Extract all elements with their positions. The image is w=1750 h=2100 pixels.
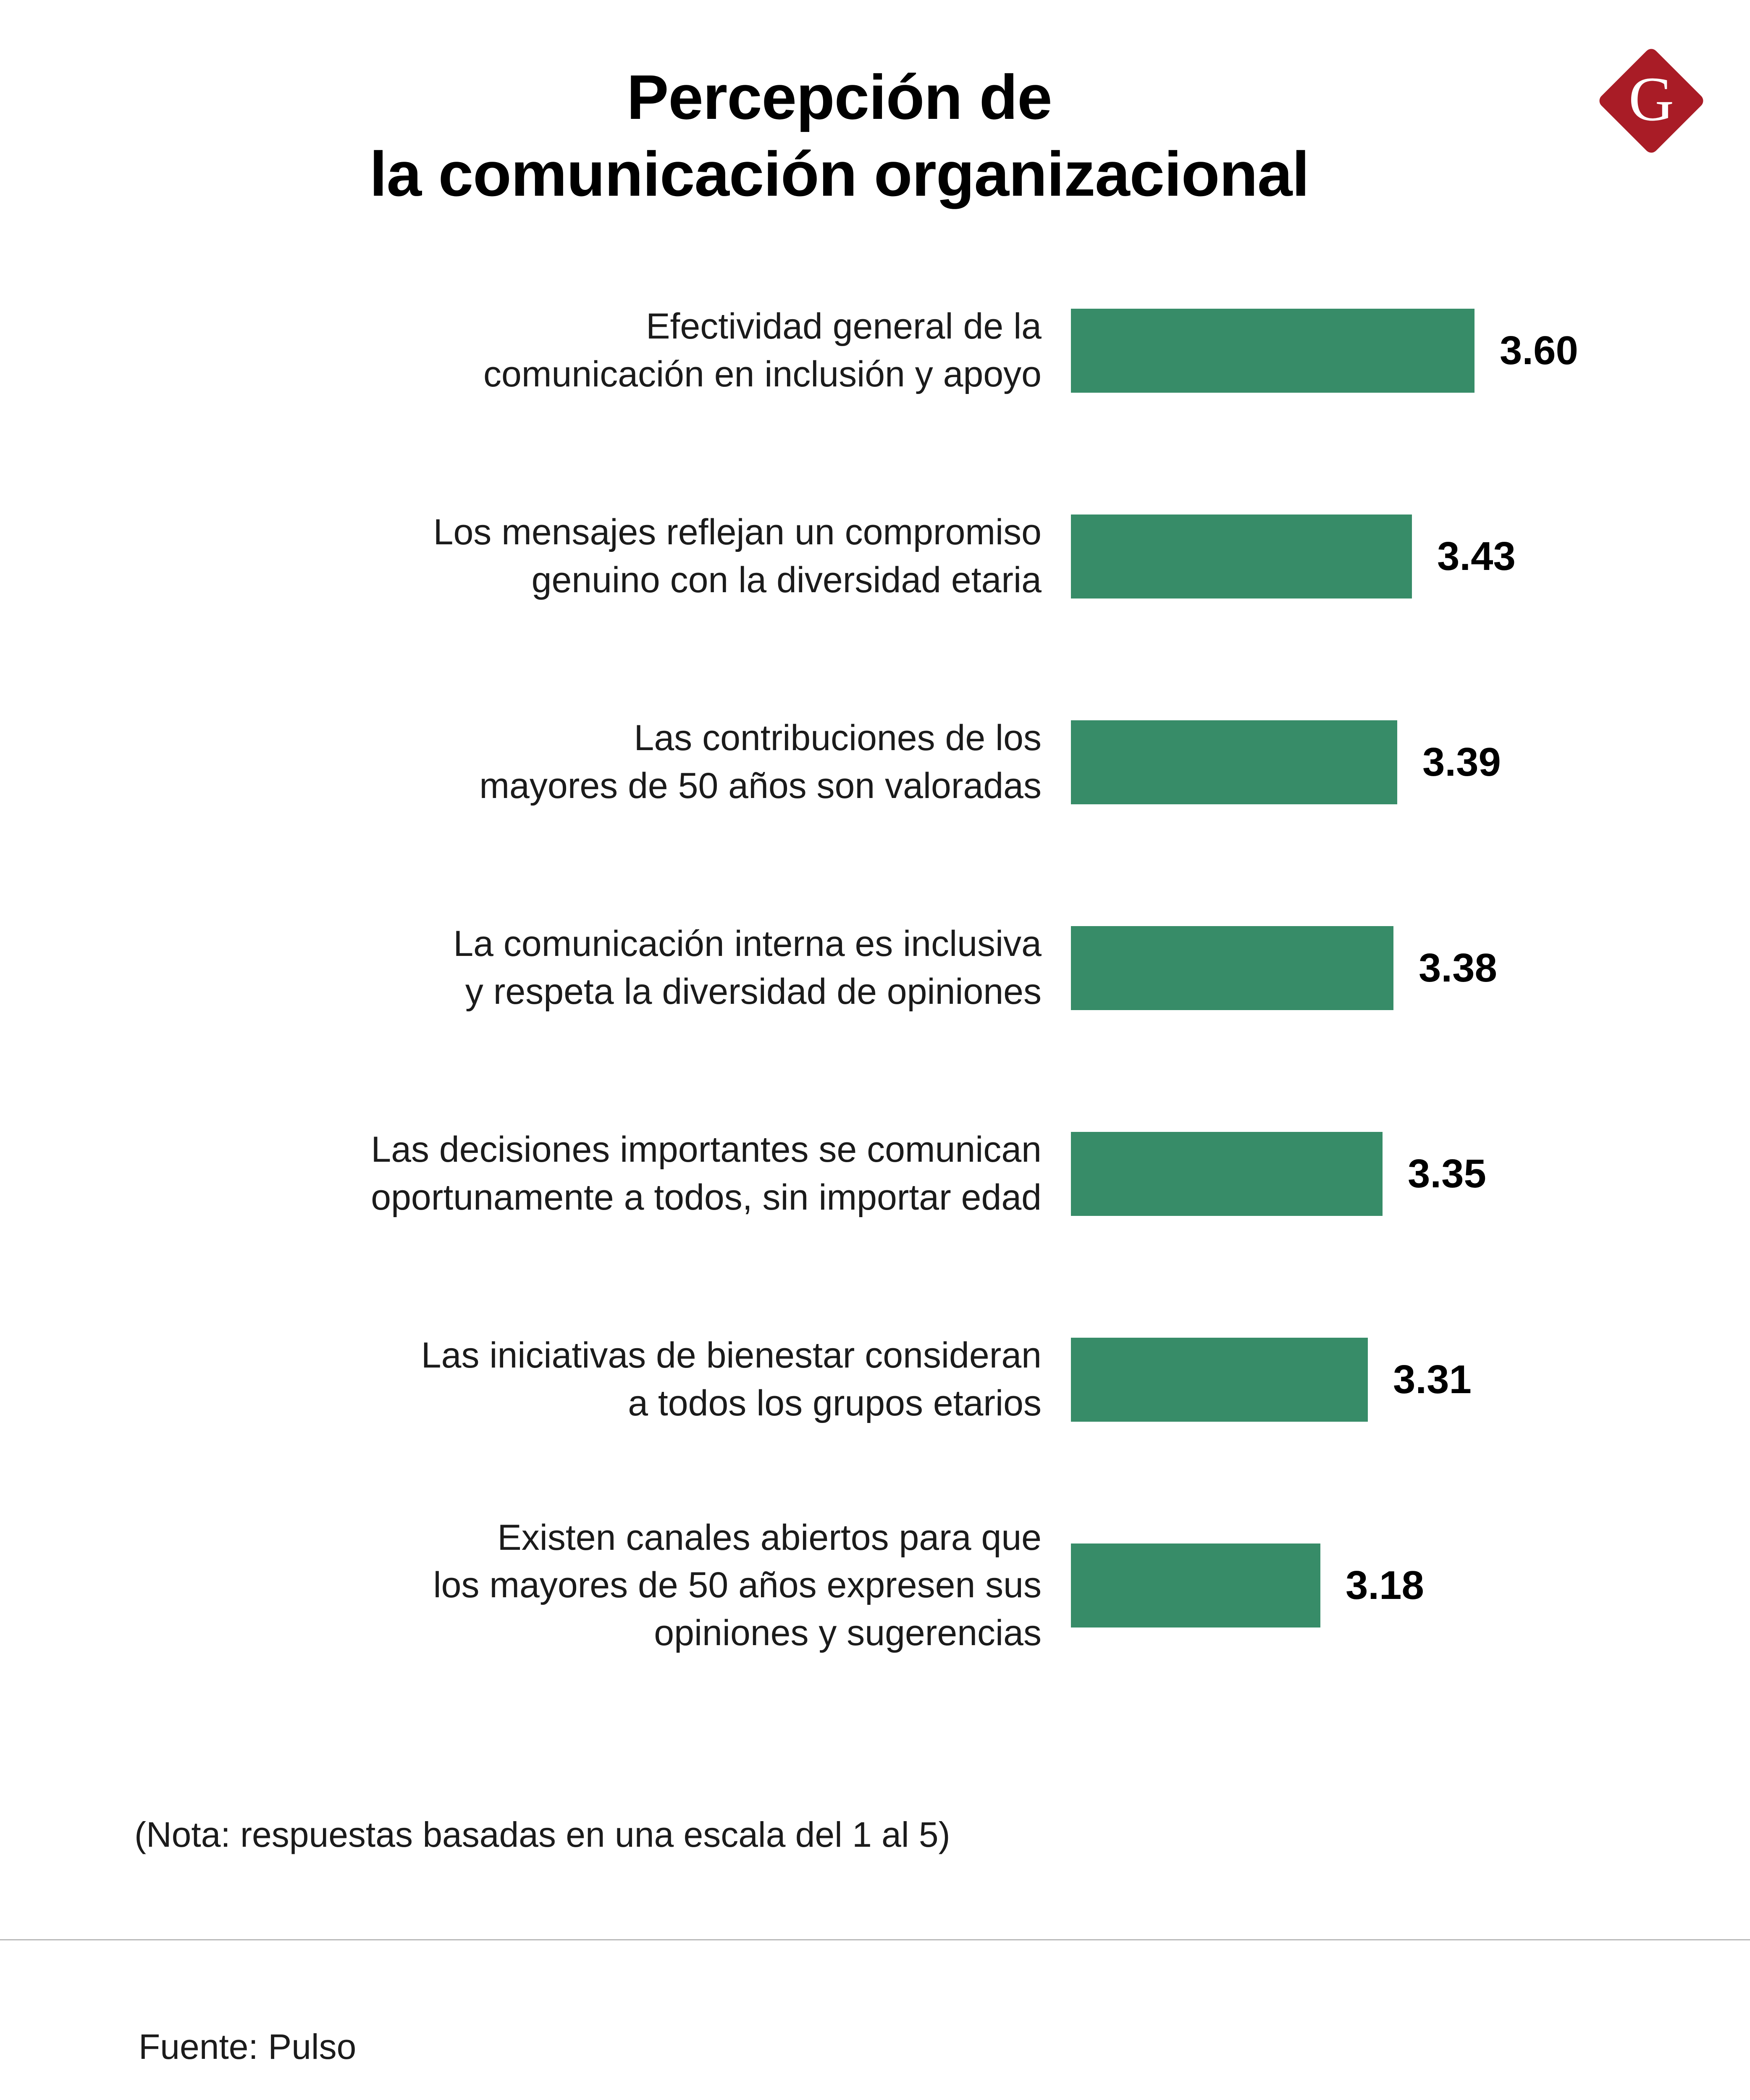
bar-category-line: comunicación en inclusión y apoyo bbox=[483, 354, 1042, 394]
bar-zone: 3.43 bbox=[1071, 454, 1695, 659]
bar-category-line: a todos los grupos etarios bbox=[628, 1383, 1042, 1423]
chart-row: Efectividad general de la comunicación en… bbox=[71, 248, 1695, 454]
bar-value-label: 3.18 bbox=[1346, 1563, 1424, 1608]
bar-category-line: Existen canales abiertos para que bbox=[497, 1517, 1042, 1558]
bar-category-label: Las iniciativas de bienestar consideran a… bbox=[71, 1332, 1071, 1427]
bar-category-label: Las contribuciones de los mayores de 50 a… bbox=[71, 714, 1071, 810]
bar-category-line: y respeta la diversidad de opiniones bbox=[465, 971, 1042, 1012]
chart-row: Las iniciativas de bienestar consideran a… bbox=[71, 1277, 1695, 1483]
bar-value-label: 3.60 bbox=[1500, 328, 1578, 373]
logo-letter: G bbox=[1628, 64, 1674, 134]
title-line-1: Percepción de bbox=[627, 62, 1052, 132]
bar-value-label: 3.35 bbox=[1408, 1151, 1486, 1196]
bar-value-label: 3.38 bbox=[1419, 945, 1497, 990]
bar bbox=[1071, 720, 1397, 804]
chart-note: (Nota: respuestas basadas en una escala … bbox=[134, 1815, 950, 1854]
bar-value-label: 3.39 bbox=[1422, 740, 1501, 785]
bar bbox=[1071, 514, 1412, 598]
bar-zone: 3.39 bbox=[1071, 659, 1695, 865]
bar-category-line: Efectividad general de la bbox=[646, 306, 1042, 347]
chart-row: Las contribuciones de los mayores de 50 a… bbox=[71, 659, 1695, 865]
bar-category-line: La comunicación interna es inclusiva bbox=[453, 924, 1042, 964]
bar-category-label: Efectividad general de la comunicación en… bbox=[71, 303, 1071, 398]
bar-category-line: Los mensajes reflejan un compromiso bbox=[433, 512, 1042, 553]
chart-row: Las decisiones importantes se comunican o… bbox=[71, 1071, 1695, 1277]
bar bbox=[1071, 309, 1475, 393]
chart-row: Existen canales abiertos para que los may… bbox=[71, 1483, 1695, 1688]
bar-category-label: Las decisiones importantes se comunican o… bbox=[71, 1126, 1071, 1221]
bar-zone: 3.35 bbox=[1071, 1071, 1695, 1277]
infographic-header: Percepción de la comunicación organizaci… bbox=[0, 0, 1750, 235]
title-line-2: la comunicación organizacional bbox=[369, 139, 1309, 209]
bar-zone: 3.31 bbox=[1071, 1277, 1695, 1483]
bar-category-label: Existen canales abiertos para que los may… bbox=[71, 1514, 1071, 1657]
bar-category-line: los mayores de 50 años expresen sus bbox=[433, 1565, 1042, 1606]
bar-category-line: genuino con la diversidad etaria bbox=[531, 560, 1042, 600]
bar-category-label: Los mensajes reflejan un compromiso genui… bbox=[71, 509, 1071, 604]
bar bbox=[1071, 1338, 1368, 1422]
bar-category-line: Las iniciativas de bienestar consideran bbox=[421, 1335, 1042, 1376]
source-label: Fuente: Pulso bbox=[139, 2027, 357, 2066]
chart-row: Los mensajes reflejan un compromiso genui… bbox=[71, 454, 1695, 659]
bar bbox=[1071, 1544, 1320, 1628]
bar-category-line: Las decisiones importantes se comunican bbox=[371, 1129, 1042, 1170]
bar-category-line: mayores de 50 años son valoradas bbox=[479, 766, 1042, 806]
bar-value-label: 3.43 bbox=[1437, 534, 1516, 579]
bar bbox=[1071, 926, 1393, 1010]
bar-zone: 3.60 bbox=[1071, 248, 1695, 454]
bar-value-label: 3.31 bbox=[1393, 1357, 1472, 1402]
footer-divider bbox=[0, 1939, 1750, 1940]
bar-zone: 3.38 bbox=[1071, 865, 1695, 1071]
bar-category-label: La comunicación interna es inclusiva y re… bbox=[71, 920, 1071, 1016]
bar bbox=[1071, 1132, 1383, 1216]
bar-category-line: opiniones y sugerencias bbox=[654, 1612, 1042, 1653]
horizontal-bar-chart: Efectividad general de la comunicación en… bbox=[0, 248, 1750, 1688]
chart-row: La comunicación interna es inclusiva y re… bbox=[71, 865, 1695, 1071]
bar-category-line: Las contribuciones de los bbox=[634, 718, 1042, 759]
bar-category-line: oportunamente a todos, sin importar edad bbox=[371, 1177, 1042, 1218]
page-title: Percepción de la comunicación organizaci… bbox=[0, 59, 1750, 213]
bar-zone: 3.18 bbox=[1071, 1483, 1695, 1688]
brand-logo: G bbox=[1596, 46, 1706, 156]
